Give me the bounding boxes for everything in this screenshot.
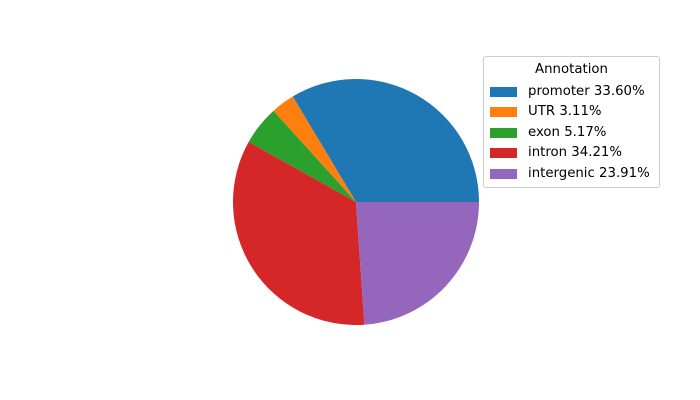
legend-item-label: UTR 3.11%: [528, 104, 602, 119]
swatch-rect: [490, 168, 517, 179]
legend-item-label: promoter 33.60%: [528, 83, 645, 99]
legend-item-label: exon 5.17%: [528, 124, 607, 140]
pie-wedge-intergenic: [356, 202, 479, 325]
swatch-rect: [490, 127, 517, 138]
legend-item: intron 34.21%: [490, 146, 653, 160]
swatch-rect: [490, 148, 517, 158]
pie-wedge-promoter: [292, 79, 479, 202]
legend-item: UTR 3.11%: [490, 105, 653, 119]
legend-swatch-utr: [490, 107, 517, 117]
legend-title: Annotation: [535, 62, 608, 77]
legend-item-label: intron 34.21%: [528, 145, 623, 160]
legend-item: intergenic 23.91%: [490, 165, 653, 181]
swatch-rect: [490, 86, 517, 97]
legend-swatch-promoter: [490, 86, 517, 97]
legend-swatch-intergenic: [490, 168, 517, 179]
pie-wedge-intron: [233, 141, 365, 325]
pie-wedge-exon: [248, 110, 356, 202]
legend-item-label: intergenic 23.91%: [528, 165, 650, 181]
legend-item: promoter 33.60%: [490, 83, 653, 99]
legend: Annotation promoter 33.60% UTR 3.11% exo…: [483, 56, 660, 188]
pie-chart: [233, 79, 479, 325]
legend-swatch-exon: [490, 127, 517, 138]
legend-swatch-intron: [490, 148, 517, 158]
swatch-rect: [490, 107, 517, 117]
pie-wedge-UTR: [273, 96, 356, 202]
legend-item: exon 5.17%: [490, 124, 653, 140]
